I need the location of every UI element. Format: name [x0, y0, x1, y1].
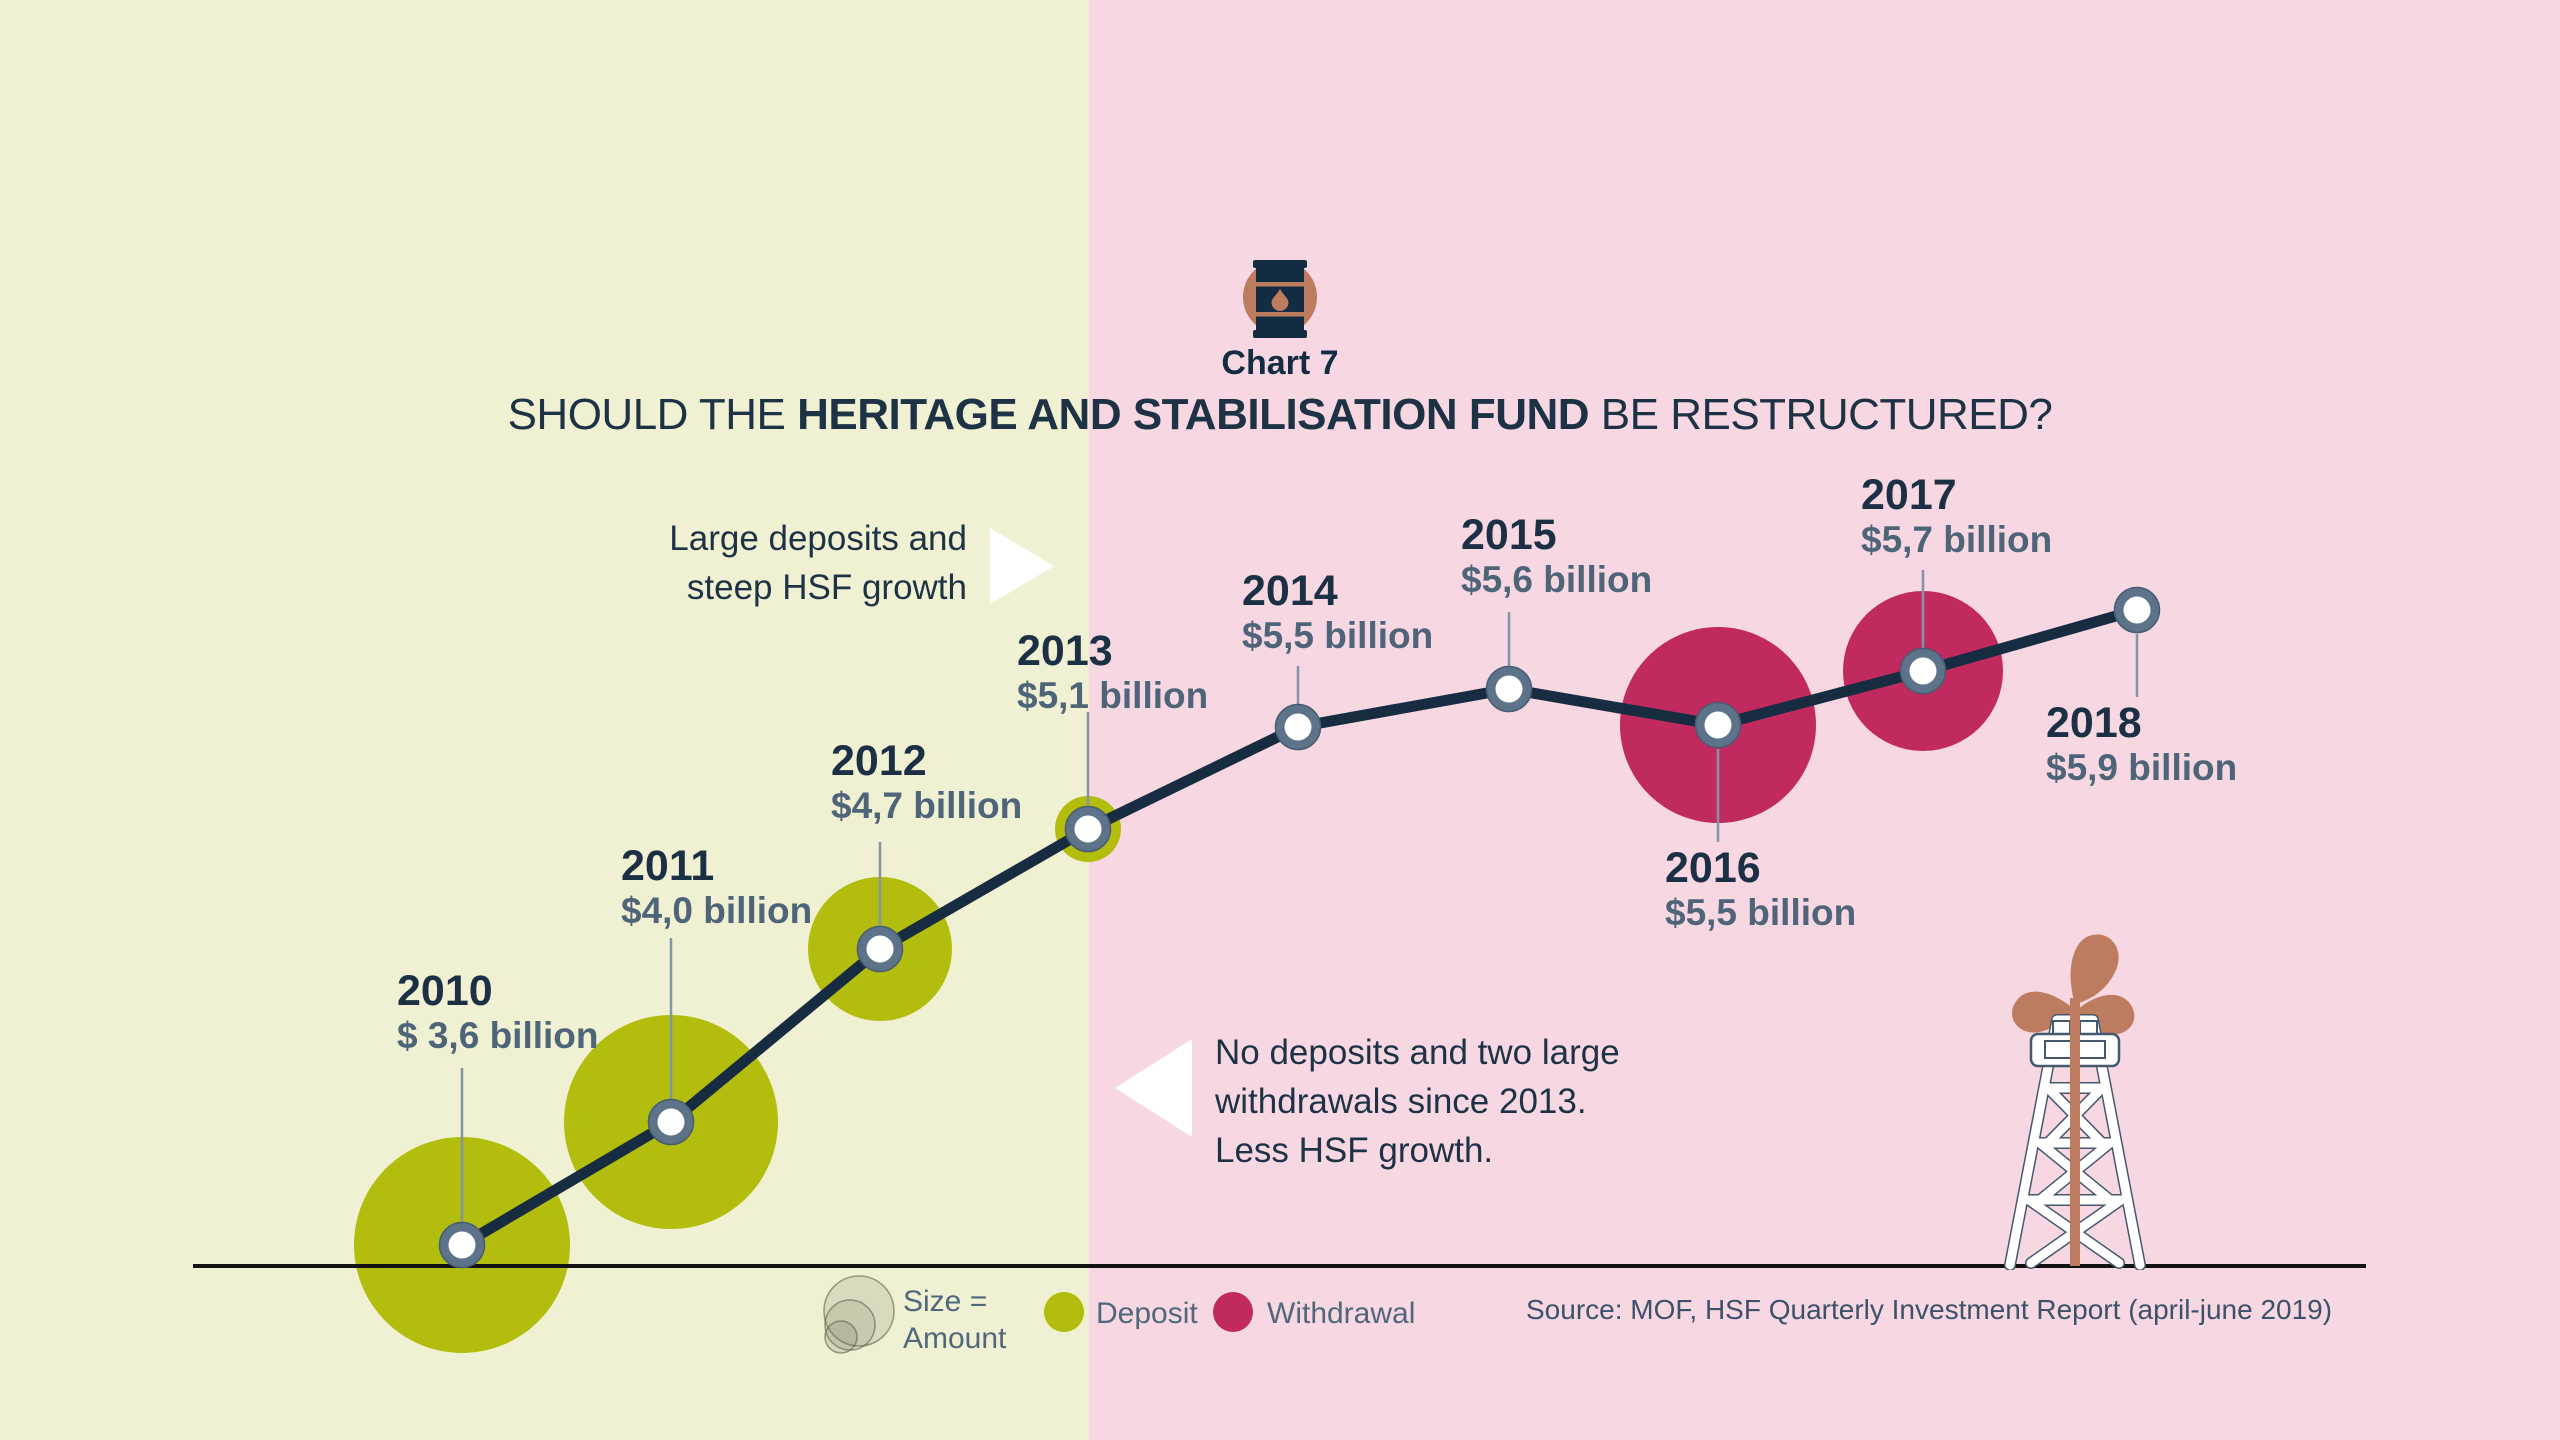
legend-size-label: Size = Amount [903, 1285, 1007, 1355]
arrow-left-icon [1115, 1039, 1192, 1137]
source-note: Source: MOF, HSF Quarterly Investment Re… [1526, 1294, 2333, 1325]
annotation-large-deposits: Large deposits and steep HSF growth [669, 519, 967, 607]
value-label: $5,6 billion [1461, 559, 1653, 600]
data-point-core [657, 1108, 685, 1136]
arrow-right-icon [990, 528, 1054, 604]
value-label: $4,7 billion [831, 785, 1023, 826]
value-label: $4,0 billion [621, 890, 813, 931]
year-label: 2018 [2046, 699, 2142, 747]
deposit-legend-label: Deposit [1096, 1297, 1198, 1330]
year-label: 2017 [1861, 471, 1957, 519]
year-label: 2010 [397, 967, 493, 1015]
point-label: 2015 $5,6 billion [1461, 512, 1652, 602]
page-title: SHOULD THE HERITAGE AND STABILISATION FU… [0, 390, 2560, 440]
data-point-core [1074, 815, 1102, 843]
title-suffix: BE RESTRUCTURED? [1589, 390, 2053, 439]
year-label: 2013 [1017, 627, 1113, 675]
point-label: 2018 $5,9 billion [2046, 700, 2237, 790]
value-label: $5,5 billion [1242, 615, 1434, 656]
point-label: 2010 $ 3,6 billion [397, 968, 599, 1058]
data-point-core [2123, 596, 2151, 624]
withdrawal-legend-dot [1213, 1292, 1253, 1332]
point-label: 2014 $5,5 billion [1242, 568, 1433, 658]
deposit-legend-dot [1044, 1292, 1084, 1332]
point-label: 2016 $5,5 billion [1665, 845, 1856, 935]
title-prefix: SHOULD THE [507, 390, 798, 439]
year-label: 2015 [1461, 511, 1557, 559]
year-label: 2012 [831, 737, 927, 785]
oil-derrick-illustration [2004, 934, 2146, 1270]
point-label: 2013 $5,1 billion [1017, 628, 1208, 718]
oil-barrel-icon [1243, 260, 1317, 338]
withdrawal-legend-label: Withdrawal [1267, 1297, 1416, 1330]
data-point-core [866, 935, 894, 963]
year-label: 2014 [1242, 567, 1338, 615]
annotation-no-deposits: No deposits and two large withdrawals si… [1215, 1033, 1620, 1170]
value-label: $5,1 billion [1017, 675, 1209, 716]
data-point-core [1495, 675, 1523, 703]
point-label: 2011 $4,0 billion [621, 843, 812, 933]
year-label: 2011 [621, 842, 715, 890]
value-label: $ 3,6 billion [397, 1015, 599, 1056]
data-point-core [1909, 657, 1937, 685]
point-label: 2017 $5,7 billion [1861, 472, 2052, 562]
chart-number-label: Chart 7 [1221, 344, 1339, 382]
size-scale-icon [823, 1275, 895, 1354]
year-label: 2016 [1665, 844, 1761, 892]
title-emphasis: HERITAGE AND STABILISATION FUND [797, 390, 1590, 439]
value-label: $5,9 billion [2046, 747, 2238, 788]
point-label: 2012 $4,7 billion [831, 738, 1022, 828]
data-point-core [448, 1231, 476, 1259]
value-label: $5,7 billion [1861, 519, 2053, 560]
data-point-core [1284, 713, 1312, 741]
value-label: $5,5 billion [1665, 892, 1857, 933]
data-point-core [1704, 711, 1732, 739]
